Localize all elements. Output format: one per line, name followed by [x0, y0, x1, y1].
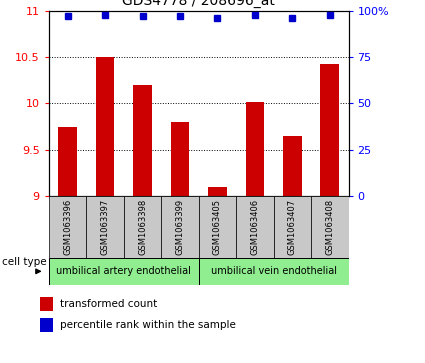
Text: GSM1063396: GSM1063396 — [63, 199, 72, 255]
Bar — [40, 318, 53, 332]
Bar — [208, 187, 227, 196]
Bar — [236, 196, 274, 258]
Bar — [311, 196, 348, 258]
Bar — [161, 196, 198, 258]
Text: umbilical vein endothelial: umbilical vein endothelial — [211, 266, 337, 276]
Bar — [133, 85, 152, 196]
Bar — [124, 196, 161, 258]
Bar — [246, 102, 264, 196]
Bar — [320, 64, 339, 196]
Text: percentile rank within the sample: percentile rank within the sample — [60, 320, 236, 330]
Bar — [40, 297, 53, 310]
Bar — [198, 196, 236, 258]
Bar — [49, 258, 198, 285]
Text: GSM1063407: GSM1063407 — [288, 199, 297, 255]
Bar — [96, 57, 114, 196]
Bar — [49, 196, 86, 258]
Text: GSM1063399: GSM1063399 — [176, 199, 184, 255]
Text: GSM1063398: GSM1063398 — [138, 199, 147, 255]
Bar — [198, 258, 348, 285]
Bar — [170, 122, 189, 196]
Text: GSM1063408: GSM1063408 — [325, 199, 334, 255]
Text: GSM1063397: GSM1063397 — [101, 199, 110, 255]
Text: GSM1063405: GSM1063405 — [213, 199, 222, 255]
Text: GSM1063406: GSM1063406 — [250, 199, 259, 255]
Text: transformed count: transformed count — [60, 298, 158, 309]
Text: cell type: cell type — [2, 257, 47, 267]
Text: umbilical artery endothelial: umbilical artery endothelial — [57, 266, 191, 276]
Bar — [283, 136, 302, 196]
Title: GDS4778 / 208696_at: GDS4778 / 208696_at — [122, 0, 275, 8]
Bar — [86, 196, 124, 258]
Bar — [274, 196, 311, 258]
Bar — [58, 127, 77, 196]
